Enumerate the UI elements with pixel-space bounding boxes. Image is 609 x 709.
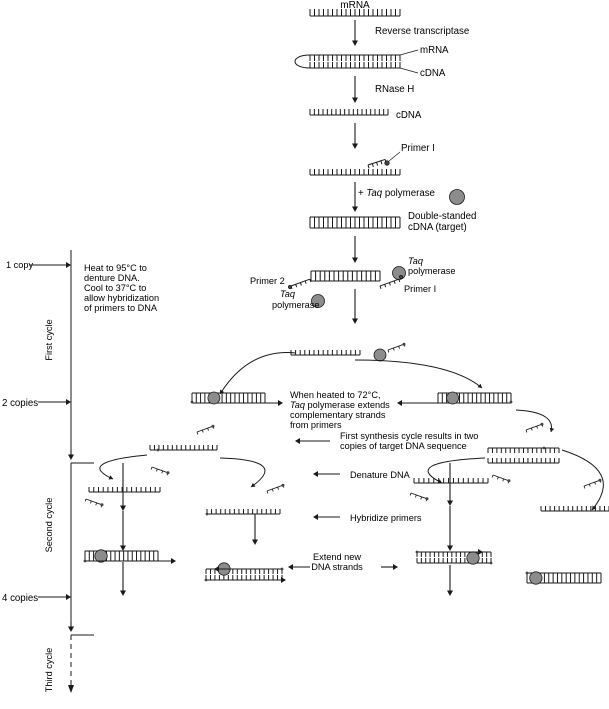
svg-text:copies of target DNA sequence: copies of target DNA sequence [340, 441, 467, 451]
svg-text:Primer I: Primer I [401, 143, 435, 154]
svg-text:2 copies: 2 copies [2, 398, 38, 409]
svg-text:+ Taq polymerase: + Taq polymerase [358, 188, 435, 199]
svg-text:Second cycle: Second cycle [44, 498, 54, 553]
svg-text:from primers: from primers [290, 420, 342, 430]
svg-text:Denature DNA: Denature DNA [350, 470, 411, 480]
svg-text:RNase H: RNase H [375, 84, 414, 95]
svg-text:Third cycle: Third cycle [44, 648, 54, 692]
svg-text:Taq: Taq [408, 256, 424, 266]
svg-text:allow hybridization: allow hybridization [84, 293, 159, 303]
svg-text:Reverse transcriptase: Reverse transcriptase [375, 26, 469, 37]
svg-text:cDNA: cDNA [420, 68, 446, 79]
svg-text:cDNA (target): cDNA (target) [408, 222, 467, 233]
svg-text:complementary strands: complementary strands [290, 410, 386, 420]
svg-text:Hybridize primers: Hybridize primers [350, 513, 422, 523]
svg-text:Primer I: Primer I [404, 284, 436, 294]
svg-text:Extend new: Extend new [313, 552, 361, 562]
svg-text:First synthesis cycle results: First synthesis cycle results in two [340, 431, 478, 441]
svg-text:4 copies: 4 copies [2, 593, 38, 604]
svg-text:denture DNA.: denture DNA. [84, 273, 140, 283]
svg-text:When heated to 72°C,: When heated to 72°C, [290, 390, 381, 400]
svg-text:cDNA: cDNA [396, 110, 422, 121]
svg-text:Double-standed: Double-standed [408, 211, 476, 222]
svg-text:1 copy: 1 copy [6, 260, 33, 270]
svg-text:polymerase: polymerase [408, 266, 456, 276]
svg-text:Heat to 95°C to: Heat to 95°C to [84, 263, 147, 273]
svg-text:of primers to DNA: of primers to DNA [84, 303, 158, 313]
svg-text:First cycle: First cycle [44, 319, 54, 360]
svg-text:Taq polymerase extends: Taq polymerase extends [290, 400, 390, 410]
svg-text:Primer 2: Primer 2 [250, 276, 285, 286]
svg-text:Taq: Taq [280, 289, 296, 299]
svg-text:DNA strands: DNA strands [311, 562, 363, 572]
svg-text:mRNA: mRNA [420, 45, 449, 56]
svg-text:polymerase: polymerase [272, 300, 320, 310]
svg-text:Cool to 37°C to: Cool to 37°C to [84, 283, 146, 293]
